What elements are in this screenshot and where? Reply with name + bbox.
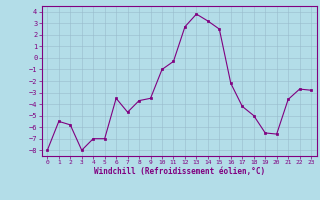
X-axis label: Windchill (Refroidissement éolien,°C): Windchill (Refroidissement éolien,°C) xyxy=(94,167,265,176)
